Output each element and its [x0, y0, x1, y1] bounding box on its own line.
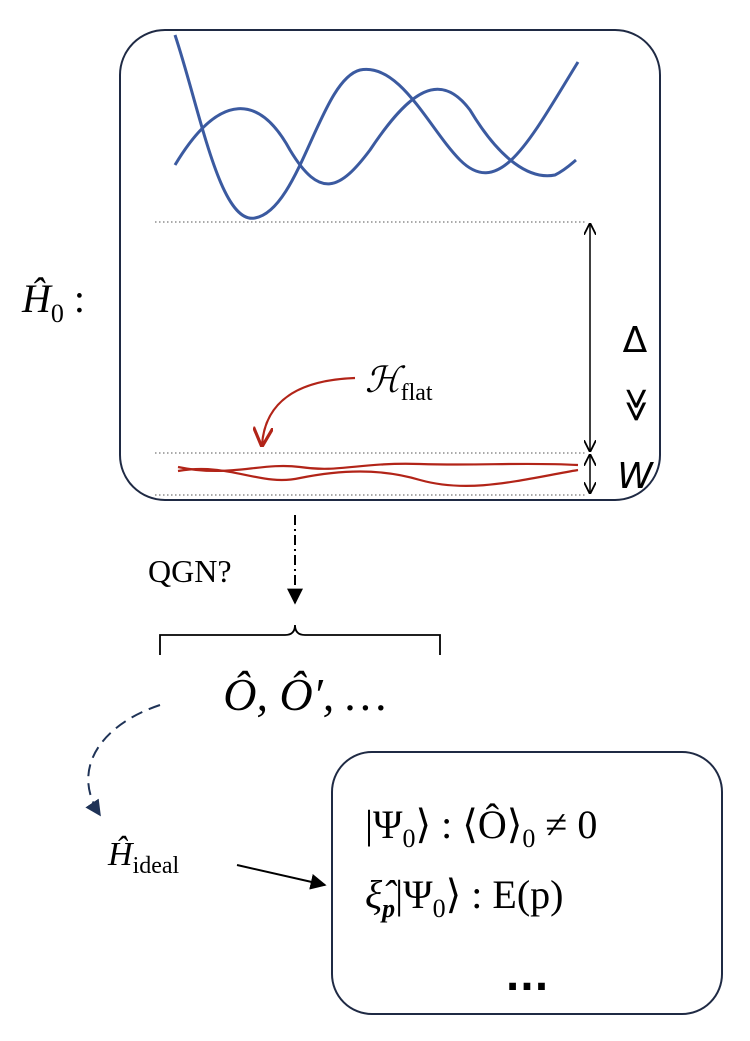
band — [173, 87, 577, 186]
result-line: |Ψ0⟩ : ⟨Ô⟩0 ≠ 0 — [365, 802, 597, 853]
result-box — [331, 751, 723, 1015]
flat-band — [177, 462, 579, 473]
symbol: Ĥ — [107, 836, 135, 873]
rest: ⟩ : ⟨Ô⟩ — [416, 802, 523, 847]
hamiltonian-label: Ĥ0 : — [21, 276, 85, 328]
gap-label: Δ — [623, 320, 648, 361]
result-line: ... — [505, 955, 548, 999]
suffix: : — [64, 276, 85, 321]
qgn-label: QGN? — [148, 553, 232, 589]
symbol: ℋ — [365, 360, 406, 400]
brace — [159, 624, 441, 655]
text: |Ψ — [365, 802, 403, 847]
rest: |Ψ — [395, 872, 433, 917]
subscript: ideal — [133, 853, 180, 879]
subscript: 0 — [433, 894, 446, 923]
tail: ⟩ : E(p) — [446, 872, 564, 917]
level-lines — [155, 221, 585, 496]
width-label: W — [617, 456, 654, 497]
subscript: 0 — [522, 824, 535, 853]
band — [173, 34, 580, 220]
symbol: Ĥ — [21, 276, 53, 321]
subscript: flat — [401, 380, 433, 406]
operators: Ô, Ô′, … — [223, 669, 386, 720]
ideal-label: Ĥideal — [107, 836, 180, 879]
tail: ≠ 0 — [535, 802, 597, 847]
ideal-to-box-arrow — [236, 864, 327, 890]
subscript: 0 — [403, 824, 416, 853]
flat-band — [177, 467, 579, 488]
relation: ≫ — [617, 387, 657, 423]
hamiltonian-box — [119, 29, 661, 501]
flat-label: ℋflat — [365, 360, 433, 406]
subscript: p — [380, 894, 395, 923]
ideal-arrow — [85, 704, 161, 817]
flat-arrow — [262, 376, 356, 445]
result-line: ξ̂p|Ψ0⟩ : E(p) — [365, 872, 563, 923]
subscript: 0 — [51, 299, 64, 328]
